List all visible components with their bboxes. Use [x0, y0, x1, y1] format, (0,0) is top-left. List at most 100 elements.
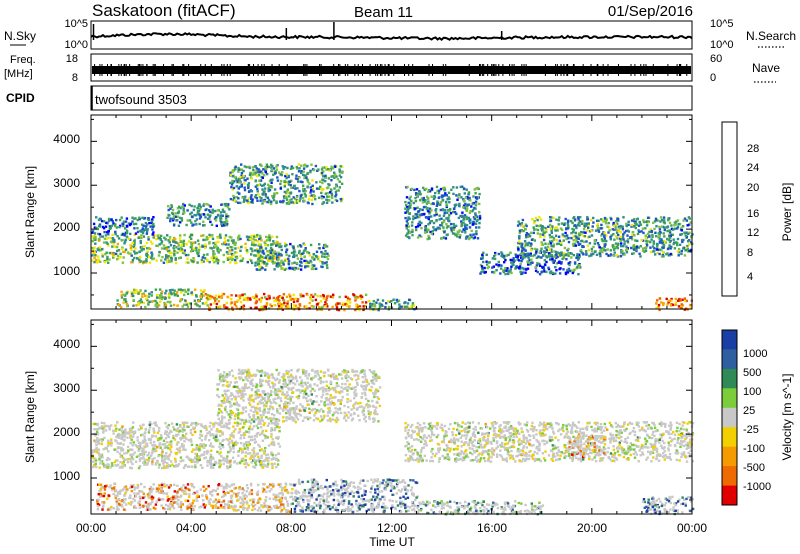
range-gate-cell: [491, 270, 494, 274]
range-gate-cell: [267, 165, 270, 169]
range-gate-cell: [613, 224, 616, 228]
range-gate-cell: [336, 377, 339, 381]
range-gate-cell: [124, 428, 127, 431]
range-gate-cell: [108, 428, 111, 431]
range-gate-cell: [205, 426, 208, 430]
range-gate-cell: [666, 225, 670, 228]
range-gate-cell: [468, 221, 472, 225]
range-gate-cell: [126, 445, 130, 449]
range-gate-cell: [411, 233, 414, 237]
range-gate-cell: [233, 303, 237, 306]
range-gate-cell: [242, 176, 245, 179]
range-gate-cell: [263, 241, 266, 244]
range-gate-cell: [249, 236, 253, 239]
range-gate-cell: [200, 297, 203, 300]
range-gate-cell: [461, 214, 464, 218]
range-gate-cell: [195, 246, 198, 250]
range-gate-cell: [253, 235, 256, 238]
range-gate-cell: [218, 445, 221, 448]
range-gate-cell: [206, 298, 209, 301]
range-gate-cell: [345, 304, 349, 307]
range-gate-cell: [283, 180, 286, 183]
range-gate-cell: [186, 465, 190, 468]
range-gate-cell: [187, 439, 191, 442]
range-gate-cell: [338, 168, 341, 171]
range-gate-cell: [155, 244, 158, 247]
range-gate-cell: [324, 192, 327, 195]
range-gate-cell: [326, 266, 329, 270]
range-gate-cell: [323, 245, 327, 248]
range-gate-cell: [299, 194, 303, 197]
range-gate-cell: [157, 454, 160, 458]
range-gate-cell: [422, 186, 425, 190]
range-gate-cell: [148, 261, 152, 264]
range-gate-cell: [430, 187, 434, 190]
range-gate-cell: [571, 227, 574, 231]
range-gate-cell: [680, 252, 683, 256]
range-gate-cell: [158, 236, 161, 240]
range-gate-cell: [478, 214, 482, 218]
range-gate-cell: [637, 246, 640, 249]
range-gate-cell: [556, 255, 560, 258]
range-gate-cell: [225, 460, 229, 463]
range-gate-cell: [601, 239, 604, 243]
range-gate-cell: [304, 195, 307, 198]
range-gate-cell: [134, 232, 138, 235]
range-gate-cell: [319, 379, 323, 383]
range-gate-cell: [205, 301, 208, 304]
range-gate-cell: [277, 302, 280, 305]
range-gate-cell: [321, 166, 324, 169]
range-gate-cell: [597, 243, 601, 247]
range-gate-cell: [658, 228, 662, 231]
range-gate-cell: [428, 212, 431, 215]
range-gate-cell: [255, 306, 258, 309]
range-gate-cell: [659, 216, 663, 219]
range-gate-cell: [235, 185, 238, 188]
range-gate-cell: [609, 254, 612, 257]
range-gate-cell: [260, 296, 264, 300]
range-gate-cell: [455, 194, 458, 197]
range-gate-cell: [248, 443, 251, 446]
range-gate-cell: [312, 295, 315, 298]
range-gate-cell: [237, 166, 240, 170]
range-gate-cell: [473, 217, 476, 221]
range-gate-cell: [200, 234, 203, 238]
range-gate-cell: [235, 305, 238, 308]
range-gate-cell: [414, 199, 418, 203]
range-gate-cell: [204, 293, 208, 296]
range-gate-cell: [210, 223, 214, 226]
range-gate-cell: [296, 187, 299, 190]
range-gate-cell: [203, 224, 206, 227]
range-gate-cell: [610, 234, 613, 237]
range-gate-cell: [196, 461, 199, 464]
range-gate-cell: [219, 420, 222, 423]
range-gate-cell: [310, 305, 313, 308]
range-gate-cell: [266, 262, 269, 265]
range-gate-cell: [138, 459, 142, 462]
range-gate-cell: [129, 222, 132, 226]
range-gate-cell: [349, 301, 352, 304]
range-gate-cell: [130, 467, 133, 470]
range-gate-cell: [303, 188, 306, 191]
range-gate-cell: [541, 225, 544, 228]
range-gate-cell: [665, 297, 668, 301]
range-gate-cell: [324, 176, 328, 179]
range-gate-cell: [117, 303, 120, 306]
range-gate-cell: [253, 455, 257, 458]
range-gate-cell: [100, 442, 103, 446]
range-gate-cell: [129, 244, 132, 247]
range-gate-cell: [461, 185, 464, 188]
range-gate-cell: [560, 261, 563, 264]
range-gate-cell: [253, 254, 256, 257]
range-gate-cell: [286, 300, 290, 303]
range-gate-cell: [526, 255, 530, 258]
range-gate-cell: [497, 252, 500, 256]
range-gate-cell: [146, 223, 149, 226]
range-gate-cell: [179, 221, 182, 224]
range-gate-cell: [647, 220, 650, 223]
range-gate-cell: [160, 459, 164, 463]
range-gate-cell: [147, 459, 150, 462]
range-gate-cell: [193, 205, 196, 208]
range-gate-cell: [283, 301, 286, 305]
range-gate-cell: [632, 219, 636, 223]
